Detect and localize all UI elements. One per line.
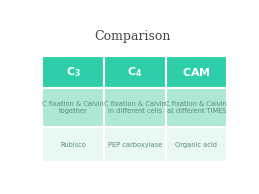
Text: $\mathbf{C_4}$: $\mathbf{C_4}$ xyxy=(127,65,142,79)
Bar xyxy=(166,56,227,88)
Bar xyxy=(104,88,166,127)
Text: $\mathbf{CAM}$: $\mathbf{CAM}$ xyxy=(182,66,211,78)
Bar xyxy=(42,127,104,162)
Text: C fixation & Calvin
at different TIMES: C fixation & Calvin at different TIMES xyxy=(165,101,227,114)
Text: PEP carboxylase: PEP carboxylase xyxy=(108,142,162,148)
Bar xyxy=(104,56,166,88)
Bar xyxy=(42,88,104,127)
Text: $\mathbf{C_3}$: $\mathbf{C_3}$ xyxy=(66,65,81,79)
Bar xyxy=(42,56,104,88)
Bar xyxy=(104,127,166,162)
Text: Organic acid: Organic acid xyxy=(175,142,217,148)
Text: C fixation & Calvin
in different cells: C fixation & Calvin in different cells xyxy=(104,101,166,114)
Text: C fixation & Calvin
together: C fixation & Calvin together xyxy=(42,101,104,114)
Bar xyxy=(166,88,227,127)
Text: Rubisco: Rubisco xyxy=(60,142,86,148)
Text: Comparison: Comparison xyxy=(95,30,171,43)
Bar xyxy=(166,127,227,162)
